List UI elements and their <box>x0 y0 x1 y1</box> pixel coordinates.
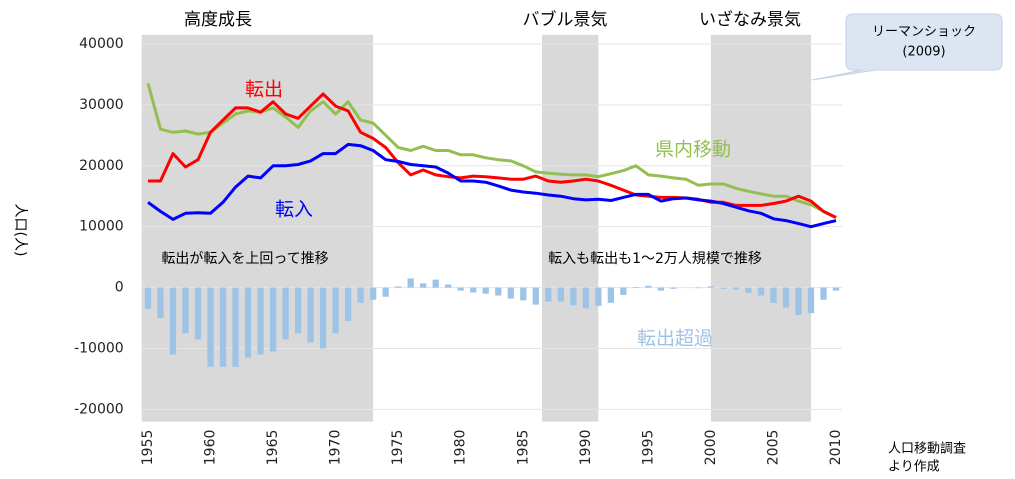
bar <box>269 287 277 352</box>
callout-box <box>811 13 1003 81</box>
period-shade <box>710 34 812 422</box>
x-tick-label: 1955 <box>140 430 156 466</box>
bar <box>520 287 527 301</box>
bar <box>257 287 264 355</box>
annotation: 転入も転出も1～2万人規模で推移 <box>548 251 762 267</box>
line-series <box>147 142 837 229</box>
series-label: 転出超過 <box>637 328 713 350</box>
bar <box>207 287 214 367</box>
callout-text: リーマンショック <box>872 25 976 40</box>
bar <box>344 287 352 322</box>
bar <box>770 287 777 303</box>
bar <box>395 286 402 288</box>
bar <box>194 287 202 340</box>
bar <box>670 287 677 289</box>
bar <box>695 287 702 289</box>
x-tick-label: 1970 <box>328 430 344 466</box>
bar <box>244 287 252 358</box>
bar <box>720 287 727 289</box>
series-label: 転出 <box>245 79 283 101</box>
bar <box>782 287 790 308</box>
bar <box>732 287 740 290</box>
bar <box>445 284 452 288</box>
source-line: より作成 <box>888 460 940 475</box>
bar <box>407 278 414 288</box>
bar <box>582 287 589 309</box>
bar <box>282 287 289 340</box>
bar <box>169 287 177 355</box>
bar <box>707 286 715 288</box>
callout-text: (2009) <box>902 45 945 60</box>
bar <box>832 287 840 291</box>
source-line: 人口移動調査 <box>888 442 966 457</box>
y-tick-label: 20000 <box>79 158 124 174</box>
bar <box>807 287 815 314</box>
bar <box>420 283 427 288</box>
bar <box>157 287 164 319</box>
bar <box>470 287 477 293</box>
x-tick-label: 2005 <box>765 430 781 466</box>
bar <box>507 287 514 299</box>
bar <box>307 287 314 343</box>
bar <box>457 287 464 291</box>
bar <box>820 287 827 300</box>
bar <box>607 287 614 303</box>
period-shade <box>542 34 599 422</box>
x-tick-label: 1995 <box>640 430 656 466</box>
annotation: 転出が転入を上回って推移 <box>161 251 328 267</box>
x-tick-label: 1990 <box>578 430 594 466</box>
bar <box>144 287 152 309</box>
bar <box>495 287 502 296</box>
bar <box>432 279 439 288</box>
bar <box>370 287 377 300</box>
y-tick-label: -10000 <box>74 341 124 357</box>
x-tick-label: 2010 <box>828 430 844 466</box>
x-tick-label: 1960 <box>203 430 219 466</box>
y-axis-label: 人口(人) <box>12 204 28 257</box>
bar <box>532 287 539 305</box>
x-tick-label: 2000 <box>703 430 719 466</box>
y-tick-label: 0 <box>115 280 124 296</box>
bar <box>332 287 339 334</box>
x-tick-label: 1985 <box>515 430 531 466</box>
y-tick-label: 40000 <box>79 36 124 52</box>
bar <box>645 285 652 288</box>
plot <box>141 34 843 422</box>
bar <box>545 287 552 302</box>
x-tick-label: 1965 <box>265 430 281 466</box>
period-label: 高度成長 <box>184 10 252 30</box>
y-tick-label: 10000 <box>79 219 124 235</box>
bar <box>482 287 489 294</box>
bar <box>319 287 327 349</box>
bar <box>745 287 752 294</box>
bar <box>219 287 227 367</box>
bar <box>757 287 765 296</box>
bar <box>232 287 239 367</box>
y-tick-label: -20000 <box>74 401 124 417</box>
bar <box>182 287 189 334</box>
y-tick-label: 30000 <box>79 97 124 113</box>
bar <box>795 287 802 316</box>
bar <box>595 287 602 306</box>
series-label: 転入 <box>275 199 313 221</box>
bar <box>632 286 640 288</box>
period-shade <box>141 34 374 422</box>
bar <box>357 287 364 303</box>
bar <box>382 287 389 297</box>
bar <box>570 287 577 306</box>
bar <box>620 287 627 295</box>
bar <box>294 287 302 334</box>
period-label: バブル景気 <box>523 9 608 30</box>
x-tick-label: 1980 <box>453 430 469 466</box>
series-label: 県内移動 <box>655 139 731 161</box>
x-tick-label: 1975 <box>390 430 406 466</box>
bar <box>557 287 564 302</box>
bar <box>657 287 665 291</box>
period-label: いざなみ景気 <box>699 9 801 30</box>
